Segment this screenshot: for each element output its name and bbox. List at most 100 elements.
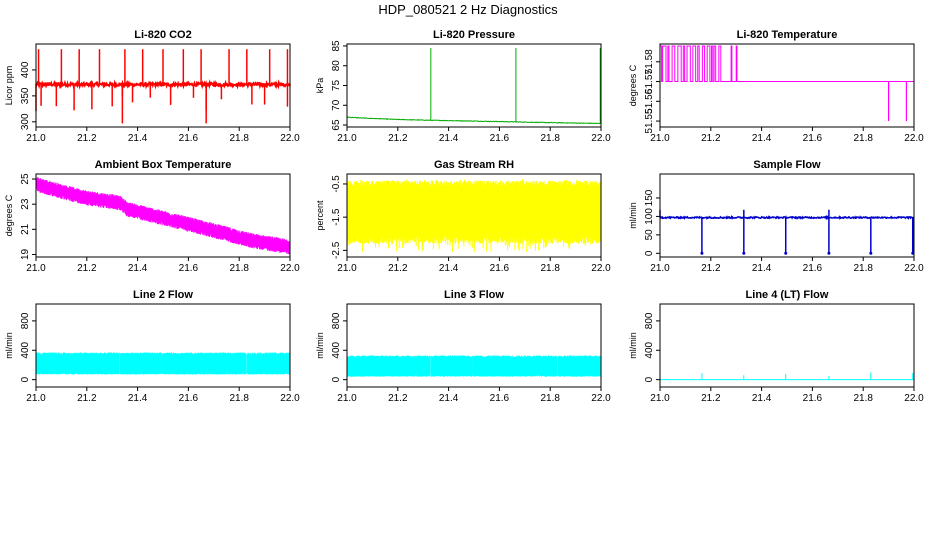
data-point (827, 251, 831, 255)
x-tick-label: 21.6 (490, 133, 510, 144)
x-tick-label: 21.6 (490, 393, 510, 404)
x-tick-label: 21.8 (853, 133, 873, 144)
x-tick-label: 21.4 (752, 393, 772, 404)
y-tick-label: 300 (20, 113, 31, 130)
x-tick-label: 21.8 (229, 133, 249, 144)
x-tick-label: 21.0 (337, 133, 357, 144)
data-line (346, 116, 602, 125)
chart-panel-6: Sample Flow ml/min 21.0 21.2 21.4 21.6 21.8 22.… (628, 159, 924, 274)
panel-title: Sample Flow (753, 159, 821, 171)
y-tick-label: 400 (644, 341, 655, 358)
data-point (869, 251, 873, 255)
y-tick-label: 23 (20, 198, 31, 210)
figure-title: HDP_080521 2 Hz Diagnostics (378, 2, 558, 17)
chart-panel-7: Line 2 Flow ml/min 21.0 21.2 21.4 21.6 21.8 22.… (4, 289, 300, 404)
series-sample (659, 209, 915, 255)
x-tick-label: 21.2 (701, 133, 721, 144)
plot-frame (346, 43, 602, 128)
plot-frame (35, 43, 291, 128)
x-tick-label: 22.0 (904, 133, 924, 144)
panel-title: Line 4 (LT) Flow (746, 289, 829, 301)
x-tick-label: 21.4 (128, 393, 148, 404)
x-tick-label: 21.4 (439, 133, 459, 144)
y-axis-label: ml/min (315, 332, 325, 359)
series-co2 (35, 49, 291, 124)
y-tick-label: 25 (20, 173, 31, 185)
y-axis-label: Licor ppm (4, 66, 14, 106)
series-line3 (346, 355, 602, 377)
x-tick-label: 21.4 (128, 263, 148, 274)
x-tick-label: 21.8 (229, 393, 249, 404)
panel-title: Li-820 CO2 (134, 29, 191, 41)
plot-frame (35, 173, 291, 258)
y-tick-label: 21 (20, 223, 31, 235)
x-tick-label: 21.0 (650, 393, 670, 404)
y-tick-label: 85 (331, 40, 342, 52)
x-tick-label: 21.2 (77, 393, 97, 404)
x-tick-label: 21.8 (540, 393, 560, 404)
x-tick-label: 21.8 (853, 263, 873, 274)
data-point (784, 251, 788, 255)
data-point (742, 251, 746, 255)
x-tick-label: 22.0 (904, 263, 924, 274)
y-tick-label: 51.56 (644, 88, 655, 113)
y-tick-label: 800 (644, 312, 655, 329)
panel-title: Gas Stream RH (434, 159, 514, 171)
data-line (659, 45, 914, 83)
plot-frame (659, 303, 915, 388)
y-tick-label: 80 (331, 60, 342, 72)
y-tick-label: 0 (644, 250, 655, 256)
panel-title: Li-820 Temperature (737, 29, 838, 41)
panel-title: Line 2 Flow (133, 289, 193, 301)
y-tick-label: 51.55 (644, 108, 655, 133)
y-tick-label: 51.58 (644, 49, 655, 74)
x-tick-label: 21.2 (388, 263, 408, 274)
y-tick-label: 400 (20, 341, 31, 358)
y-axis-label: kPa (315, 78, 325, 94)
x-tick-label: 22.0 (904, 393, 924, 404)
x-tick-label: 21.6 (803, 393, 823, 404)
x-tick-label: 21.0 (650, 263, 670, 274)
plot-frame (659, 173, 915, 258)
plot-frame (346, 303, 602, 388)
x-tick-label: 21.2 (701, 393, 721, 404)
x-tick-label: 21.2 (701, 263, 721, 274)
chart-panel-5: Gas Stream RH percent 21.0 21.2 21.4 21.6 21.8… (315, 159, 611, 274)
y-tick-label: 65 (331, 119, 342, 131)
x-tick-label: 21.8 (853, 393, 873, 404)
y-tick-label: 350 (20, 87, 31, 104)
x-tick-label: 21.0 (26, 263, 46, 274)
y-tick-label: 0 (644, 376, 655, 382)
series-pressure (346, 47, 602, 125)
chart-panel-4: Ambient Box Temperature degrees C 21.0 21.2… (4, 159, 300, 274)
x-tick-label: 21.8 (540, 263, 560, 274)
x-tick-label: 21.6 (490, 263, 510, 274)
series-ambient (35, 176, 291, 255)
y-tick-label: 50 (644, 229, 655, 241)
plot-frame (659, 43, 915, 128)
x-tick-label: 22.0 (280, 133, 300, 144)
x-tick-label: 21.6 (803, 133, 823, 144)
x-tick-label: 21.0 (26, 393, 46, 404)
y-tick-label: 800 (331, 312, 342, 329)
y-tick-label: 100 (644, 208, 655, 225)
y-tick-label: 0 (331, 376, 342, 382)
y-tick-label: 0 (20, 376, 31, 382)
series-line2 (35, 352, 291, 375)
data-line (659, 214, 915, 221)
y-tick-label: 19 (20, 248, 31, 260)
x-tick-label: 21.0 (26, 133, 46, 144)
y-tick-label: 150 (644, 189, 655, 206)
x-tick-label: 22.0 (591, 263, 611, 274)
y-tick-label: -2.5 (331, 241, 342, 259)
y-axis-label: percent (315, 200, 325, 231)
x-tick-label: 21.0 (337, 263, 357, 274)
plot-frame (35, 303, 291, 388)
x-tick-label: 21.4 (439, 393, 459, 404)
x-tick-label: 21.2 (77, 133, 97, 144)
x-tick-label: 21.6 (179, 393, 199, 404)
y-axis-label: ml/min (628, 202, 638, 229)
chart-panel-8: Line 3 Flow ml/min 21.0 21.2 21.4 21.6 21.8 22.… (315, 289, 611, 404)
x-tick-label: 21.0 (337, 393, 357, 404)
